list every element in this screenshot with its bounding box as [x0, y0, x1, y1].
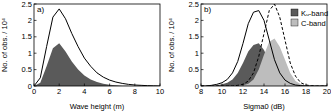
x-tick-label: 8	[133, 87, 137, 96]
y-tick-label: 0	[28, 82, 32, 91]
y-tick-label: 0	[195, 82, 199, 91]
x-tick	[84, 84, 85, 87]
area	[34, 43, 160, 86]
y-tick-label: 1	[195, 49, 199, 58]
y-tick	[34, 20, 37, 21]
panel: 8 10 12 14 16 18 20 0 0.5 1 1.5 2 2.5 b) Sigma0 (dB) No…	[167, 0, 331, 111]
y-axis-label: No. of obs. / 10⁴	[167, 18, 176, 72]
legend-swatch	[291, 19, 298, 26]
y-tick	[201, 53, 204, 54]
x-tick	[222, 84, 223, 87]
y-tick-label: 0.5	[22, 65, 32, 74]
y-tick	[34, 36, 37, 37]
y-tick	[34, 69, 37, 70]
x-tick	[243, 84, 244, 87]
x-tick	[134, 84, 135, 87]
x-tick-label: 20	[323, 87, 331, 96]
x-axis-label: Wave height (m)	[70, 102, 125, 111]
x-tick	[264, 84, 265, 87]
x-tick	[285, 84, 286, 87]
line	[34, 9, 160, 86]
x-tick-label: 4	[82, 87, 86, 96]
x-tick-label: 18	[302, 87, 310, 96]
line	[201, 11, 327, 86]
x-tick	[201, 84, 202, 87]
panel: 0 2 4 6 8 10 0 0.5 1 1.5 2 2.5 a) Wave height (m) No. …	[0, 0, 164, 111]
x-tick-label: 8	[199, 87, 203, 96]
x-tick-label: 14	[260, 87, 268, 96]
y-tick-label: 2	[195, 16, 199, 25]
x-tick-label: 12	[239, 87, 247, 96]
y-tick-label: 2	[28, 16, 32, 25]
y-tick	[201, 36, 204, 37]
x-axis-label: Sigma0 (dB)	[243, 102, 285, 111]
x-tick-label: 6	[108, 87, 112, 96]
y-tick-label: 2.5	[189, 0, 199, 9]
y-axis-label: No. of obs. / 10⁴	[0, 18, 9, 72]
legend-label: C-band	[301, 19, 326, 28]
y-tick-label: 1	[28, 49, 32, 58]
legend-swatch	[291, 9, 298, 16]
x-tick-label: 10	[156, 87, 164, 96]
x-tick	[109, 84, 110, 87]
panel-title: a)	[37, 5, 44, 14]
legend: Kᵤ-bandC-band	[291, 9, 328, 28]
x-tick-label: 10	[218, 87, 226, 96]
y-tick	[34, 53, 37, 54]
y-tick-label: 2.5	[22, 0, 32, 9]
y-tick-label: 1.5	[189, 32, 199, 41]
x-tick	[59, 84, 60, 87]
plot-area	[34, 9, 160, 86]
y-tick	[201, 86, 204, 87]
frame	[34, 4, 160, 86]
x-tick-label: 2	[57, 87, 61, 96]
y-tick-label: 0.5	[189, 65, 199, 74]
y-tick	[34, 86, 37, 87]
area	[201, 38, 327, 86]
figure: 024681000.511.522.5a)Wave height (m)No. …	[0, 0, 331, 111]
y-tick	[201, 69, 204, 70]
x-tick-label: 0	[32, 87, 36, 96]
x-tick	[306, 84, 307, 87]
x-tick	[327, 84, 328, 87]
x-tick-label: 16	[281, 87, 289, 96]
x-tick	[160, 84, 161, 87]
y-tick	[201, 20, 204, 21]
panel-title: b)	[204, 5, 211, 14]
y-tick-label: 1.5	[22, 32, 32, 41]
x-tick	[34, 84, 35, 87]
legend-label: Kᵤ-band	[301, 9, 328, 18]
